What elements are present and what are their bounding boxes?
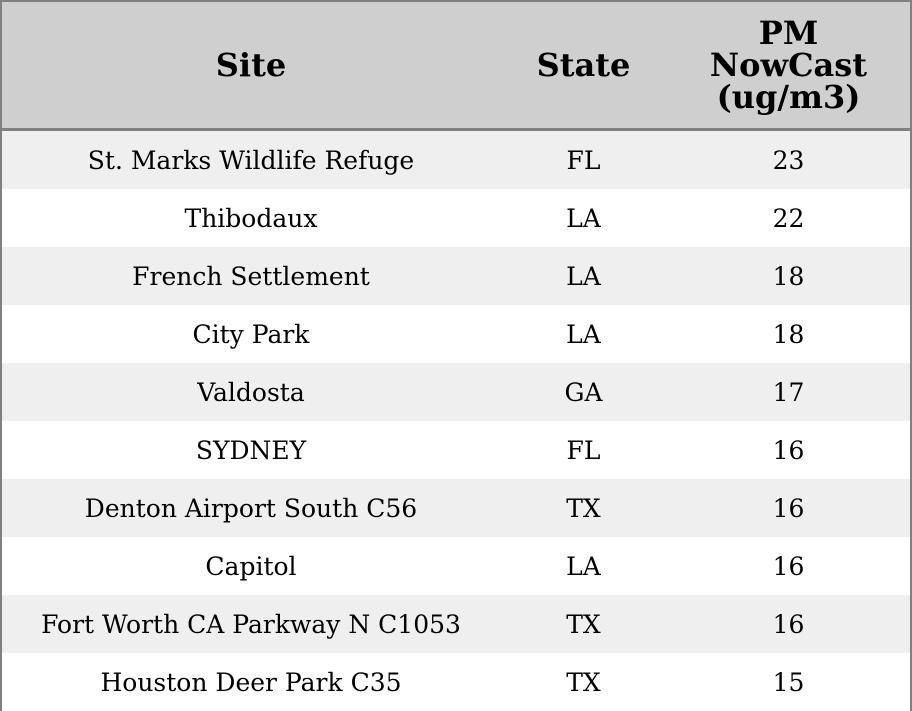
table-cell: 16 (667, 537, 910, 595)
table-cell: Denton Airport South C56 (2, 479, 500, 537)
table-cell: SYDNEY (2, 421, 500, 479)
table-cell: TX (500, 653, 667, 711)
table-cell: 18 (667, 247, 910, 305)
table-row: Fort Worth CA Parkway N C1053 TX 16 (2, 595, 910, 653)
table-cell: City Park (2, 305, 500, 363)
table-cell: Capitol (2, 537, 500, 595)
table-row: Houston Deer Park C35 TX 15 (2, 653, 910, 711)
table-row: City Park LA 18 (2, 305, 910, 363)
table-cell: LA (500, 537, 667, 595)
table-cell: 23 (667, 129, 910, 189)
table-cell: French Settlement (2, 247, 500, 305)
table-row: SYDNEY FL 16 (2, 421, 910, 479)
table-cell: LA (500, 305, 667, 363)
table-cell: 17 (667, 363, 910, 421)
header-cell: State (500, 2, 667, 131)
table-row: Valdosta GA 17 (2, 363, 910, 421)
table-cell: 16 (667, 595, 910, 653)
table-cell: LA (500, 189, 667, 247)
table-cell: St. Marks Wildlife Refuge (2, 129, 500, 189)
table-cell: Fort Worth CA Parkway N C1053 (2, 595, 500, 653)
table-cell: Valdosta (2, 363, 500, 421)
header-cell: PM NowCast (ug/m3) (667, 2, 910, 131)
table-cell: Houston Deer Park C35 (2, 653, 500, 711)
table-cell: 16 (667, 479, 910, 537)
table-row: Thibodaux LA 22 (2, 189, 910, 247)
header-cell: Site (2, 2, 500, 131)
table-cell: TX (500, 479, 667, 537)
table-row: Capitol LA 16 (2, 537, 910, 595)
table-cell: 16 (667, 421, 910, 479)
table-cell: LA (500, 247, 667, 305)
table-row: St. Marks Wildlife Refuge FL 23 (2, 129, 910, 189)
table-body: St. Marks Wildlife Refuge FL 23 Thibodaux LA… (2, 129, 910, 711)
table-row: Denton Airport South C56 TX 16 (2, 479, 910, 537)
table-cell: TX (500, 595, 667, 653)
table-cell: FL (500, 421, 667, 479)
table-cell: 22 (667, 189, 910, 247)
table-cell: FL (500, 129, 667, 189)
table-cell: 18 (667, 305, 910, 363)
header-row: Site State PM NowCast (ug/m3) (2, 2, 910, 131)
table-header: Site State PM NowCast (ug/m3) (2, 2, 910, 131)
table-cell: Thibodaux (2, 189, 500, 247)
table-row: French Settlement LA 18 (2, 247, 910, 305)
table-cell: GA (500, 363, 667, 421)
table-cell: 15 (667, 653, 910, 711)
